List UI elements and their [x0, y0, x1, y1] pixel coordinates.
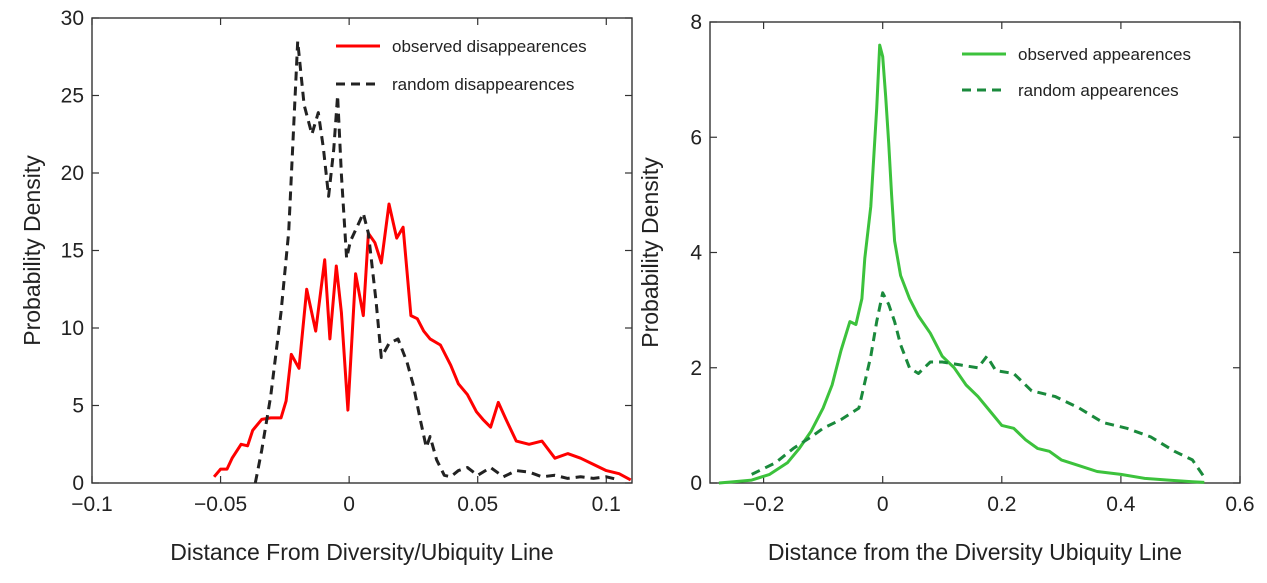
x-tick-label: 0.05	[457, 493, 498, 516]
y-tick-label: 2	[690, 357, 702, 380]
y-tick-label: 30	[61, 7, 84, 30]
series-line-observed	[212, 202, 632, 482]
y-tick-label: 0	[72, 472, 84, 495]
x-tick-label: 0.1	[592, 493, 621, 516]
y-tick-label: 20	[61, 162, 84, 185]
x-tick-label: −0.1	[71, 493, 112, 516]
y-tick-label: 10	[61, 317, 84, 340]
series-line-random	[253, 39, 620, 484]
x-tick-label: 0.6	[1225, 493, 1254, 516]
legend-label: observed appearences	[1018, 45, 1191, 64]
y-axis-title: Probability Density	[637, 157, 663, 348]
x-tick-label: −0.05	[194, 493, 247, 516]
y-tick-label: 0	[690, 472, 702, 495]
x-tick-label: −0.2	[743, 493, 784, 516]
x-axis-title: Distance from the Diversity Ubiquity Lin…	[768, 539, 1182, 565]
legend-label: observed disappearences	[392, 37, 587, 56]
y-tick-label: 15	[61, 240, 84, 263]
legend-label: random appearences	[1018, 81, 1179, 100]
legend-label: random disappearences	[392, 75, 574, 94]
x-axis-title: Distance From Diversity/Ubiquity Line	[170, 539, 553, 565]
y-tick-label: 5	[72, 395, 84, 418]
x-tick-label: 0	[877, 493, 889, 516]
x-tick-label: 0	[343, 493, 355, 516]
x-tick-label: 0.4	[1106, 493, 1136, 516]
chart-panel-2: −0.2 0 0.2 0.4 0.6 0 2 4 6 8 Distance from the Div…	[637, 11, 1255, 565]
chart-panel-1: −0.1 −0.05 0 0.05 0.1 0 5 10 15 20 25 30 Distance Fr…	[19, 7, 633, 565]
series-line-random	[751, 291, 1206, 479]
series-line-observed	[718, 43, 1205, 485]
y-tick-label: 4	[690, 242, 702, 265]
y-axis-title: Probability Density	[19, 155, 45, 346]
y-tick-label: 8	[690, 11, 702, 34]
x-tick-label: 0.2	[987, 493, 1016, 516]
y-tick-label: 6	[690, 126, 702, 149]
y-tick-label: 25	[61, 85, 84, 108]
